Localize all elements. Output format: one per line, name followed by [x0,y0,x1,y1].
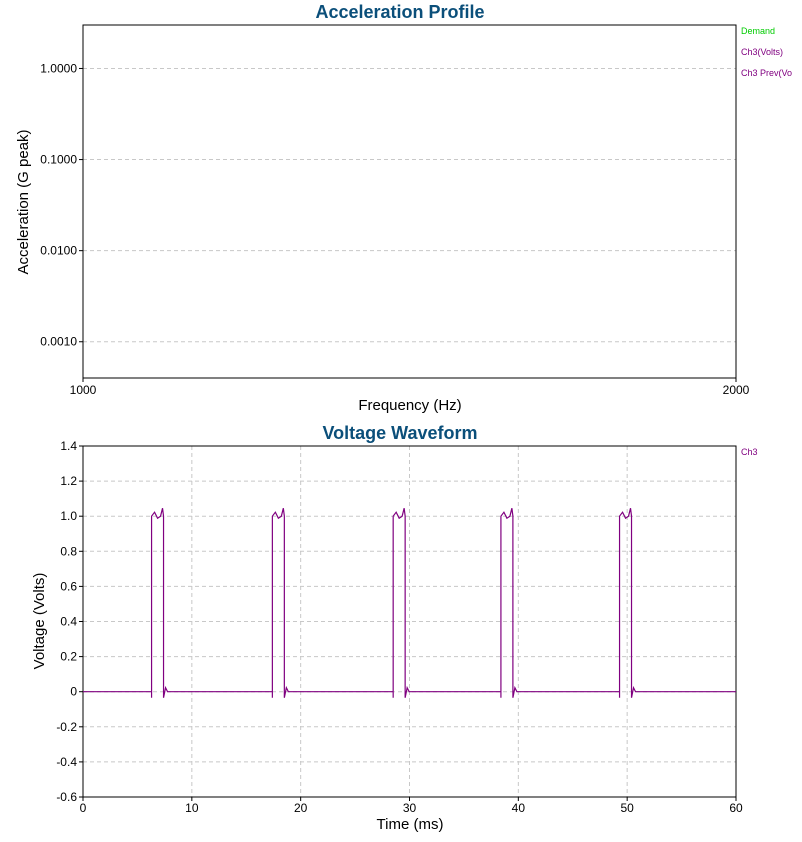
x-tick-label: 1000 [70,383,97,397]
x-axis-ticks: 0 10 20 30 40 50 60 [80,797,743,815]
x-tick-label: 20 [294,801,308,815]
voltage-chart: Voltage Waveform 1.41.21.00.80.60.40.20-… [31,423,758,833]
y-tick-label: 0.0010 [40,335,77,349]
plot-area [82,24,737,379]
y-tick-label: -0.2 [56,720,77,734]
x-axis-label: Frequency (Hz) [358,397,461,414]
y-tick-label: 1.4 [60,439,77,453]
acceleration-chart: Acceleration Profile 1.0000 0.1000 0.0100 0… [15,2,792,414]
y-axis-label: Voltage (Volts) [31,573,48,670]
y-tick-label: -0.6 [56,790,77,804]
y-tick-label: 0.1000 [40,153,77,167]
y-axis-ticks: 1.4 1.2 1.0 0.8 0.6 0.4 0.2 0 -0.2 -0.4 -0.6 [56,439,83,804]
legend: Demand Ch3(Volts) Ch3 Prev(Vo [741,26,792,78]
x-tick-label: 0 [80,801,87,815]
x-tick-label: 60 [729,801,743,815]
grid [82,445,737,798]
y-tick-label: 0.8 [60,544,77,558]
x-tick-label: 10 [185,801,199,815]
legend-entry: Ch3(Volts) [741,47,783,57]
x-tick-label: 2000 [723,383,750,397]
x-tick-label: 40 [512,801,526,815]
y-tick-label: -0.4 [56,755,77,769]
y-tick-label: 0.2 [60,650,77,664]
y-tick-label: 1.0000 [40,61,77,75]
y-tick-label: 0.4 [60,615,77,629]
series-lines [83,508,736,698]
x-tick-label: 30 [403,801,417,815]
legend-entry: Ch3 [741,447,758,457]
y-axis-ticks: 1.0000 0.1000 0.0100 0.0010 [40,61,83,349]
chart-title: Acceleration Profile [315,2,484,22]
series-line-ch3 [83,508,736,698]
legend-entry: Ch3 Prev(Vo [741,68,792,78]
y-tick-label: 0.6 [60,579,77,593]
y-tick-label: 0.0100 [40,244,77,258]
legend-entry: Demand [741,26,775,36]
x-axis-ticks: 1000 2000 [70,378,750,397]
y-tick-label: 1.0 [60,509,77,523]
chart-title: Voltage Waveform [322,423,477,443]
grid [83,67,736,343]
y-tick-label: 1.2 [60,474,77,488]
legend: Ch3 [741,447,758,457]
x-tick-label: 50 [620,801,634,815]
x-axis-label: Time (ms) [377,816,444,833]
y-axis-label: Acceleration (G peak) [15,129,32,274]
y-tick-label: 0 [70,685,77,699]
